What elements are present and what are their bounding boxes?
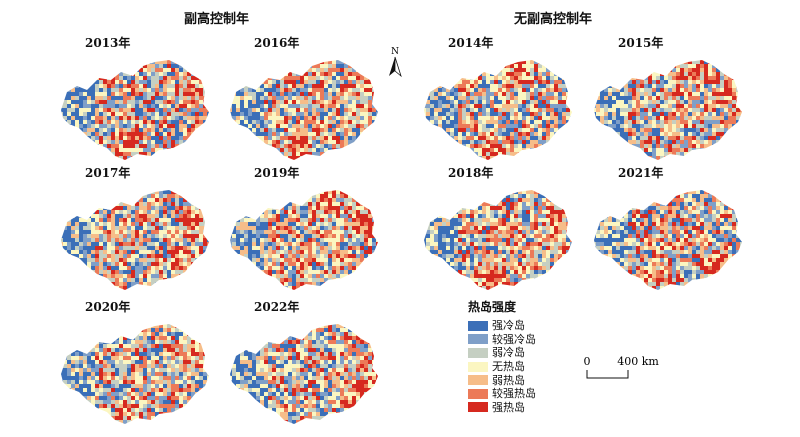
legend-swatch xyxy=(468,334,488,345)
scale-bar: 0 400 km xyxy=(584,355,659,379)
legend-label: 强冷岛 xyxy=(492,319,525,333)
year-label: 2017年 xyxy=(85,166,131,180)
scale-end-label: 400 km xyxy=(617,355,659,368)
legend-item-fairly-strong-heat: 较强热岛 xyxy=(468,387,536,401)
legend-label: 无热岛 xyxy=(492,360,525,374)
legend-swatch xyxy=(468,388,488,399)
map-panel-2019: 2019年 xyxy=(224,164,394,290)
year-label: 2015年 xyxy=(618,36,664,50)
year-label: 2020年 xyxy=(85,300,131,314)
year-label: 2021年 xyxy=(618,166,664,180)
map-panel-2017: 2017年 xyxy=(55,164,225,290)
legend-label: 弱冷岛 xyxy=(492,346,525,360)
map-region xyxy=(61,60,209,160)
legend-item-weak-heat: 弱热岛 xyxy=(468,373,536,387)
map-region xyxy=(424,190,572,290)
map-region xyxy=(594,190,742,290)
scale-start-label: 0 xyxy=(584,355,591,368)
map-region xyxy=(424,60,572,160)
legend-item-strong-heat: 强热岛 xyxy=(468,401,536,415)
map-panel-2021: 2021年 xyxy=(588,164,758,290)
legend-label: 强热岛 xyxy=(492,400,525,414)
map-panel-2013: 2013年 xyxy=(55,34,225,160)
map-panel-2020: 2020年 xyxy=(55,298,225,424)
legend-swatch xyxy=(468,361,488,372)
map-panel-2022: 2022年 xyxy=(224,298,394,424)
north-arrow-icon: N xyxy=(389,47,402,78)
north-label: N xyxy=(391,47,399,57)
map-region xyxy=(594,60,742,160)
map-panel-2018: 2018年 xyxy=(418,164,588,290)
map-panel-2014: 2014年 xyxy=(418,34,588,160)
map-panel-2016: 2016年 xyxy=(224,34,394,160)
year-label: 2018年 xyxy=(448,166,494,180)
map-region xyxy=(230,324,378,424)
legend: 热岛强度 强冷岛 较强冷岛 弱冷岛 无热岛 弱热岛 较强热岛 强热岛 xyxy=(468,298,536,414)
legend-swatch xyxy=(468,320,488,331)
group-title-no-subtropical-high: 无副高控制年 xyxy=(514,12,593,27)
legend-label: 较强冷岛 xyxy=(492,332,536,346)
legend-label: 较强热岛 xyxy=(492,387,536,401)
legend-swatch xyxy=(468,375,488,386)
year-label: 2014年 xyxy=(448,36,494,50)
year-label: 2022年 xyxy=(254,300,300,314)
legend-item-weak-cold: 弱冷岛 xyxy=(468,346,536,360)
map-region xyxy=(230,60,378,160)
legend-item-fairly-strong-cold: 较强冷岛 xyxy=(468,333,536,347)
legend-item-none: 无热岛 xyxy=(468,360,536,374)
group-title-subtropical-high: 副高控制年 xyxy=(184,12,250,27)
legend-swatch xyxy=(468,402,488,413)
year-label: 2019年 xyxy=(254,166,300,180)
legend-item-strong-cold: 强冷岛 xyxy=(468,319,536,333)
year-label: 2016年 xyxy=(254,36,300,50)
year-label: 2013年 xyxy=(85,36,131,50)
legend-label: 弱热岛 xyxy=(492,373,525,387)
map-region xyxy=(61,324,209,424)
legend-swatch xyxy=(468,347,488,358)
map-region xyxy=(230,190,378,290)
map-panel-2015: 2015年 xyxy=(588,34,758,160)
map-region xyxy=(61,190,209,290)
legend-title: 热岛强度 xyxy=(468,300,517,314)
